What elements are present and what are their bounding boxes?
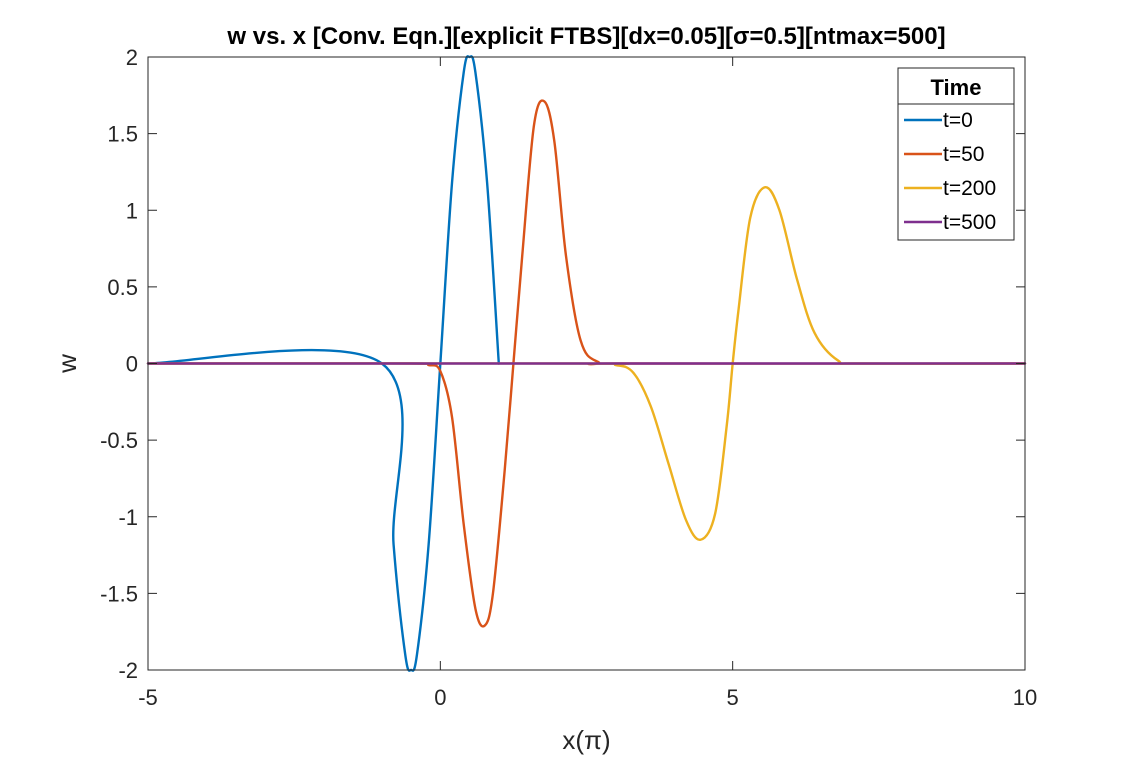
legend: Time t=0 t=50 t=200 t=500 (897, 67, 1015, 241)
y-tick-label: -0.5 (100, 428, 138, 453)
y-tick-label: 1 (126, 198, 138, 223)
y-tick-label: -1 (118, 505, 138, 530)
y-tick-label: 1.5 (107, 122, 138, 147)
x-tick-label: 10 (1013, 685, 1037, 710)
x-tick-label: -5 (138, 685, 158, 710)
x-tick-label: 5 (727, 685, 739, 710)
legend-entry-label: t=50 (943, 143, 984, 166)
y-tick-label: 0.5 (107, 275, 138, 300)
chart-title: w vs. x [Conv. Eqn.][explicit FTBS][dx=0… (226, 23, 945, 50)
legend-title: Time (931, 75, 982, 100)
y-tick-label: 2 (126, 45, 138, 70)
x-tick-label: 0 (434, 685, 446, 710)
legend-entries: t=0 t=50 t=200 t=500 (904, 109, 996, 234)
series-line-1 (146, 55, 500, 672)
legend-entry-label: t=0 (943, 109, 973, 132)
y-tick-label: -2 (118, 658, 138, 683)
series-line-2 (146, 99, 1027, 628)
legend-entry-label: t=500 (943, 211, 996, 234)
series-layer (146, 55, 1027, 672)
series-line-3 (146, 186, 1027, 541)
y-tick-label: 0 (126, 352, 138, 377)
y-axis-label: w (52, 354, 82, 374)
legend-entry-label: t=200 (943, 177, 996, 200)
x-axis-label: x(π) (562, 725, 610, 755)
y-tick-label: -1.5 (100, 581, 138, 606)
ticks-layer: -5 0 5 10 -2 -1.5 -1 -0.5 0 0.5 1 1.5 2 (100, 45, 1037, 710)
